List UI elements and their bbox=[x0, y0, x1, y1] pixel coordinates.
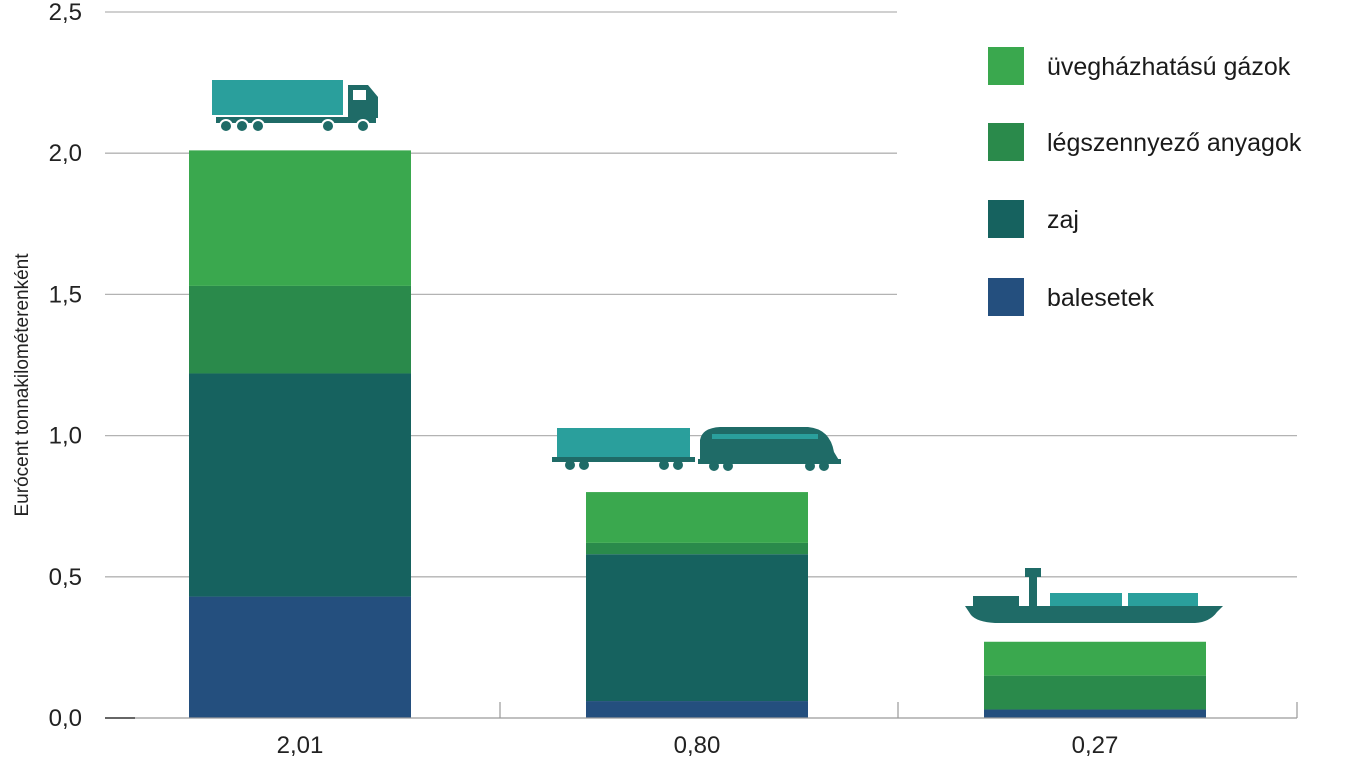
y-tick-label: 0,5 bbox=[49, 564, 82, 591]
bar-segment bbox=[189, 373, 411, 597]
x-tick-label: 0,80 bbox=[674, 732, 721, 759]
bar-segment bbox=[984, 641, 1206, 676]
train-icon bbox=[552, 427, 841, 471]
y-axis-title: Eurócent tonnakilométerenként bbox=[12, 253, 33, 517]
y-tick-label: 1,5 bbox=[49, 281, 82, 308]
bar-segment bbox=[189, 285, 411, 374]
bars bbox=[189, 150, 1206, 718]
bar-segment bbox=[586, 492, 808, 543]
legend-label: üvegházhatású gázok bbox=[1047, 53, 1291, 81]
bar-segment bbox=[189, 150, 411, 286]
x-tick-label: 0,27 bbox=[1072, 732, 1119, 759]
y-tick-label: 1,0 bbox=[49, 423, 82, 450]
legend-label: balesetek bbox=[1047, 284, 1155, 312]
ship-icon bbox=[965, 568, 1223, 623]
legend-swatch bbox=[988, 47, 1024, 85]
bar-segment bbox=[586, 554, 808, 702]
bar-segment bbox=[586, 701, 808, 718]
legend-swatch bbox=[988, 123, 1024, 161]
legend-swatch bbox=[988, 200, 1024, 238]
bar-segment bbox=[984, 675, 1206, 710]
y-axis: 0,0 0,5 1,0 1,5 2,0 2,5 bbox=[49, 0, 82, 732]
truck-icon bbox=[212, 80, 378, 133]
y-tick-label: 0,0 bbox=[49, 705, 82, 732]
legend-swatch bbox=[988, 278, 1024, 316]
x-tick-label: 2,01 bbox=[277, 732, 324, 759]
y-tick-label: 2,0 bbox=[49, 140, 82, 167]
bar-segment bbox=[189, 596, 411, 718]
legend: üvegházhatású gázok légszennyező anyagok z… bbox=[988, 47, 1302, 316]
x-axis: 2,01 0,80 0,27 bbox=[105, 702, 1298, 759]
bar-segment bbox=[984, 709, 1206, 718]
legend-label: zaj bbox=[1047, 206, 1079, 234]
bar-segment bbox=[586, 542, 808, 555]
legend-label: légszennyező anyagok bbox=[1047, 129, 1302, 157]
y-tick-label: 2,5 bbox=[49, 0, 82, 26]
